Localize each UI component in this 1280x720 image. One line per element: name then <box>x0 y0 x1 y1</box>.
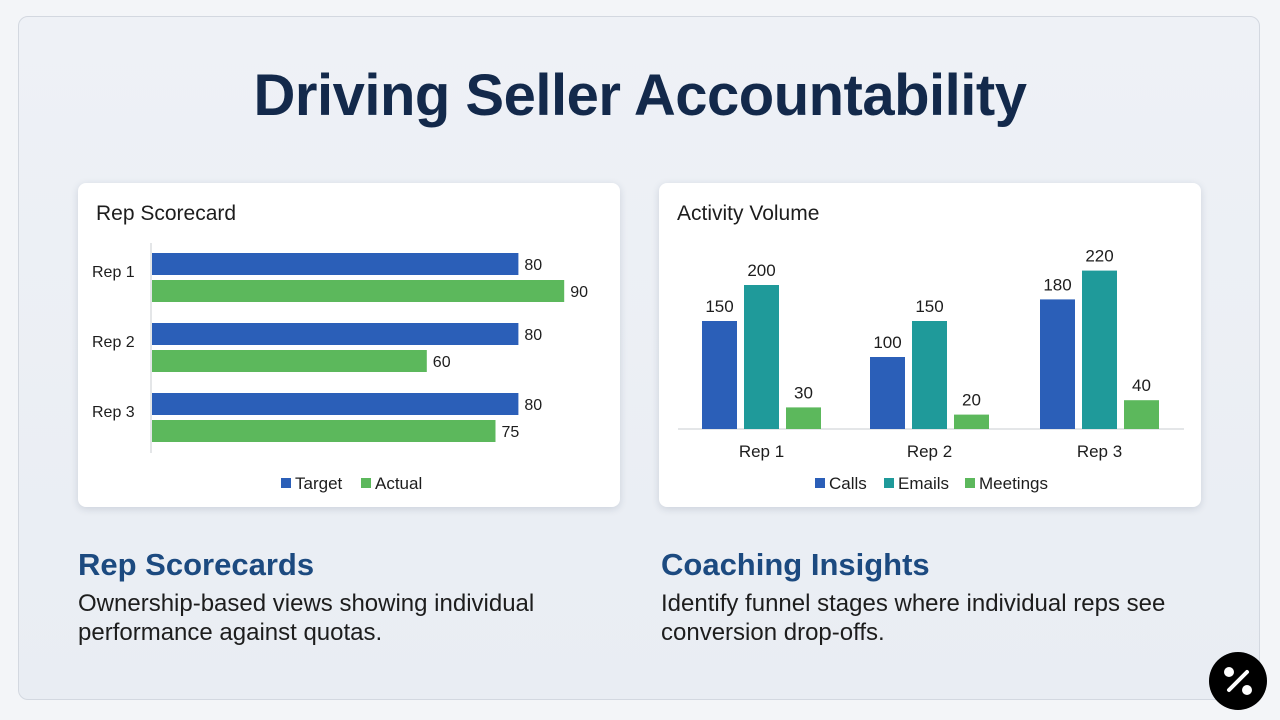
category-label-rep-3: Rep 3 <box>92 404 135 421</box>
bar-actual-rep-2 <box>152 350 427 372</box>
bar-actual-rep-1 <box>152 280 565 302</box>
bar-actual-rep-3 <box>152 420 496 442</box>
legend-swatch-emails <box>884 478 894 488</box>
coaching-insights-heading: Coaching Insights <box>661 547 930 582</box>
category-label-rep-2: Rep 2 <box>907 442 952 461</box>
bar-emails-rep-3 <box>1082 270 1117 429</box>
description-line: performance against quotas. <box>78 619 383 646</box>
bar-emails-rep-2 <box>912 321 947 429</box>
legend-swatch-actual <box>361 478 371 488</box>
description-line: Identify funnel stages where individual … <box>661 590 1166 617</box>
data-label-target-rep-3: 80 <box>524 397 542 414</box>
rep-scorecards-heading: Rep Scorecards <box>78 547 315 582</box>
bar-meetings-rep-2 <box>954 414 989 429</box>
description-line: Ownership-based views showing individual <box>78 590 535 617</box>
category-label-rep-3: Rep 3 <box>1077 442 1122 461</box>
bar-target-rep-3 <box>152 393 519 415</box>
data-label-emails-rep-2: 150 <box>915 297 943 316</box>
rep-scorecard-card: Rep Scorecard Rep 1 80 90 Rep 2 80 60 Rep 3 80 75… <box>78 183 620 507</box>
data-label-calls-rep-2: 100 <box>873 333 901 352</box>
bar-target-rep-1 <box>152 253 519 275</box>
category-label-rep-2: Rep 2 <box>92 334 135 351</box>
bar-target-rep-2 <box>152 323 519 345</box>
data-label-actual-rep-2: 60 <box>433 354 451 371</box>
coaching-insights-description: Identify funnel stages where individual … <box>661 589 1165 647</box>
category-label-rep-1: Rep 1 <box>739 442 784 461</box>
legend-label-meetings: Meetings <box>979 474 1048 493</box>
legend-label-actual: Actual <box>375 474 422 493</box>
legend-swatch-meetings <box>965 478 975 488</box>
rep-scorecards-description: Ownership-based views showing individual… <box>78 589 534 647</box>
legend-swatch-calls <box>815 478 825 488</box>
data-label-target-rep-2: 80 <box>524 327 542 344</box>
brand-logo-icon <box>1209 652 1267 710</box>
activity-volume-card: Activity Volume 150 200 30 Rep 1 100 150 20 Rep … <box>659 183 1201 507</box>
data-label-emails-rep-1: 200 <box>747 261 775 280</box>
legend-label-emails: Emails <box>898 474 949 493</box>
legend-label-target: Target <box>295 474 343 493</box>
legend-swatch-target <box>281 478 291 488</box>
data-label-actual-rep-1: 90 <box>570 284 588 301</box>
data-label-meetings-rep-2: 20 <box>962 391 981 410</box>
activity-volume-chart: Activity Volume 150 200 30 Rep 1 100 150 20 Rep … <box>677 202 1184 493</box>
data-label-meetings-rep-3: 40 <box>1132 376 1151 395</box>
bar-emails-rep-1 <box>744 285 779 429</box>
chart-title: Rep Scorecard <box>96 202 236 225</box>
bar-calls-rep-3 <box>1040 299 1075 429</box>
legend-label-calls: Calls <box>829 474 867 493</box>
bar-calls-rep-1 <box>702 321 737 429</box>
description-line: conversion drop-offs. <box>661 619 885 646</box>
data-label-meetings-rep-1: 30 <box>794 383 813 402</box>
page-title: Driving Seller Accountability <box>253 63 1027 128</box>
bar-meetings-rep-3 <box>1124 400 1159 429</box>
data-label-calls-rep-3: 180 <box>1043 275 1071 294</box>
data-label-actual-rep-3: 75 <box>502 424 520 441</box>
data-label-target-rep-1: 80 <box>524 257 542 274</box>
bar-calls-rep-2 <box>870 357 905 429</box>
chart-title: Activity Volume <box>677 202 819 225</box>
data-label-calls-rep-1: 150 <box>705 297 733 316</box>
data-label-emails-rep-3: 220 <box>1085 247 1113 266</box>
category-label-rep-1: Rep 1 <box>92 264 135 281</box>
bar-meetings-rep-1 <box>786 407 821 429</box>
